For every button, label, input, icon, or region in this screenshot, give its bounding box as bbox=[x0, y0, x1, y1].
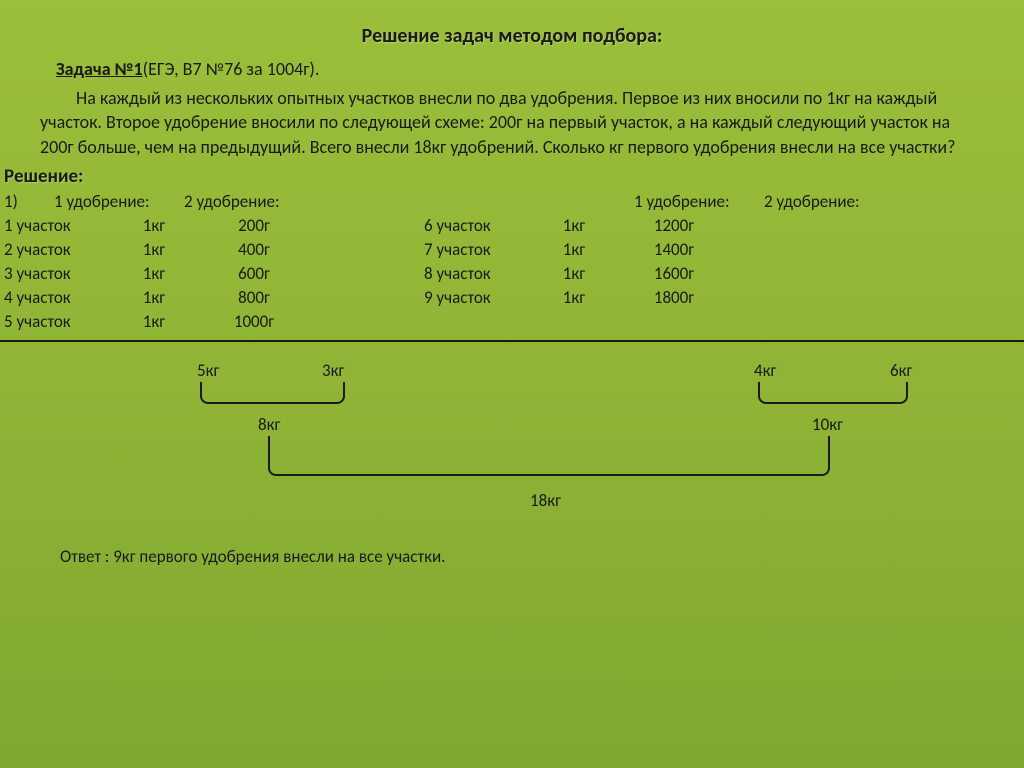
plot-label: 8 участок bbox=[424, 263, 524, 284]
f1-value bbox=[524, 311, 624, 332]
f1-value: 1кг bbox=[524, 263, 624, 284]
table-row: 2 участок1кг400г7 участок1кг1400г bbox=[0, 236, 1024, 260]
solution-label: Решение: bbox=[0, 159, 1024, 188]
col-f2-left: 2 удобрение: bbox=[184, 191, 304, 212]
problem-label: Задача №1 bbox=[0, 48, 143, 80]
sum-b2: 10кг bbox=[812, 414, 843, 435]
plot-label: 6 участок bbox=[424, 215, 524, 236]
f1-value: 1кг bbox=[104, 287, 204, 308]
f1-value: 1кг bbox=[104, 263, 204, 284]
header-row: 1) 1 удобрение: 2 удобрение: 1 удобрение… bbox=[0, 188, 1024, 212]
bracket-total bbox=[268, 436, 830, 476]
f2-value: 1200г bbox=[624, 215, 724, 236]
table-row: 4 участок1кг800г9 участок1кг1800г bbox=[0, 284, 1024, 308]
plot-label: 3 участок bbox=[4, 263, 104, 284]
plot-label: 9 участок bbox=[424, 287, 524, 308]
title: Решение задач методом подбора: bbox=[0, 0, 1024, 48]
sum-total: 18кг bbox=[530, 490, 561, 511]
f2-value: 400г bbox=[204, 239, 304, 260]
f2-value: 1000г bbox=[204, 311, 304, 332]
f2-value bbox=[624, 311, 724, 332]
f1-value: 1кг bbox=[524, 239, 624, 260]
sum-b1: 8кг bbox=[258, 414, 280, 435]
data-rows: 1 участок1кг200г6 участок1кг1200г2 участ… bbox=[0, 212, 1024, 332]
f2-value: 200г bbox=[204, 215, 304, 236]
f1-value: 1кг bbox=[524, 215, 624, 236]
sum-a2: 3кг bbox=[322, 360, 344, 381]
f1-value: 1кг bbox=[104, 215, 204, 236]
plot-label: 1 участок bbox=[4, 215, 104, 236]
sum-a3: 4кг bbox=[754, 360, 776, 381]
col-f1-left: 1 удобрение: bbox=[54, 191, 184, 212]
f1-value: 1кг bbox=[524, 287, 624, 308]
bracket-a12 bbox=[200, 382, 345, 404]
f1-value: 1кг bbox=[104, 239, 204, 260]
table-row: 1 участок1кг200г6 участок1кг1200г bbox=[0, 212, 1024, 236]
answer: Ответ : 9кг первого удобрения внесли на … bbox=[0, 542, 1024, 567]
f2-value: 1800г bbox=[624, 287, 724, 308]
problem-text: На каждый из нескольких опытных участков… bbox=[0, 80, 1024, 159]
f2-value: 1400г bbox=[624, 239, 724, 260]
plot-label: 2 участок bbox=[4, 239, 104, 260]
sum-a4: 6кг bbox=[890, 360, 912, 381]
table-row: 5 участок1кг1000г bbox=[0, 308, 1024, 332]
col-f2-right: 2 удобрение: bbox=[764, 191, 884, 212]
plot-label bbox=[424, 311, 524, 332]
plot-label: 5 участок bbox=[4, 311, 104, 332]
bracket-a34 bbox=[758, 382, 908, 404]
sums-diagram: 5кг 3кг 4кг 6кг 8кг 10кг 18кг bbox=[0, 342, 1024, 542]
plot-label: 4 участок bbox=[4, 287, 104, 308]
f2-value: 600г bbox=[204, 263, 304, 284]
f2-value: 1600г bbox=[624, 263, 724, 284]
f1-value: 1кг bbox=[104, 311, 204, 332]
problem-ref: (ЕГЭ, В7 №76 за 1004г). bbox=[143, 58, 320, 80]
f2-value: 800г bbox=[204, 287, 304, 308]
col-f1-right: 1 удобрение: bbox=[634, 191, 764, 212]
plot-label: 7 участок bbox=[424, 239, 524, 260]
sum-a1: 5кг bbox=[197, 360, 219, 381]
step-number: 1) bbox=[4, 191, 54, 212]
table-row: 3 участок1кг600г8 участок1кг1600г bbox=[0, 260, 1024, 284]
